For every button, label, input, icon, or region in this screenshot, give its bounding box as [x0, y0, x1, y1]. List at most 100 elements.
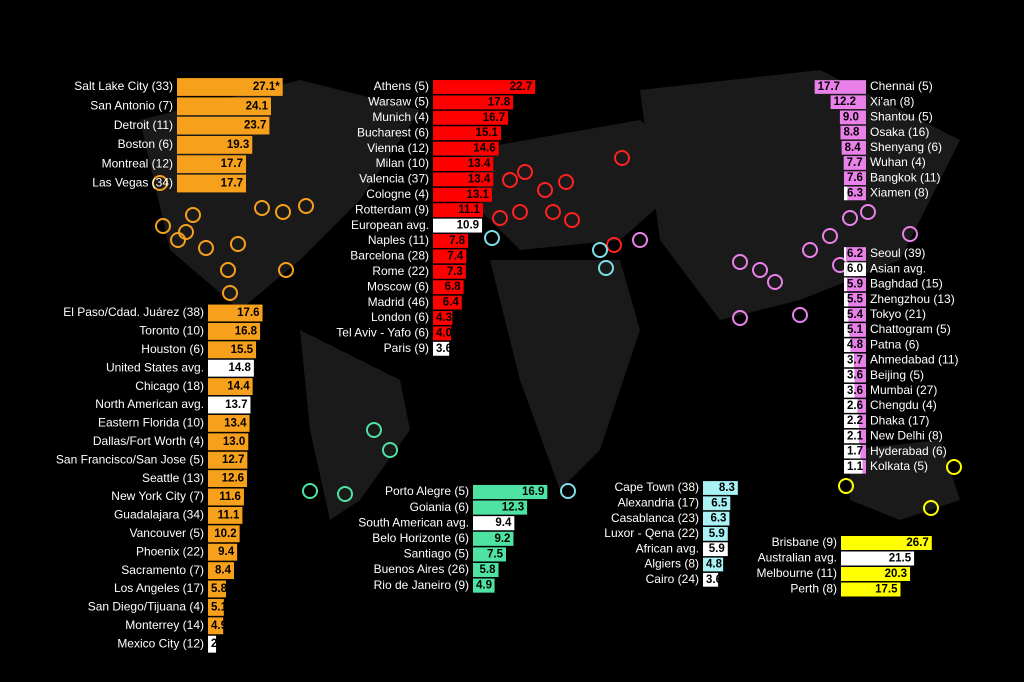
category-label: Rome (22): [372, 264, 429, 278]
category-label: United States avg.: [106, 360, 204, 374]
category-label: London (6): [371, 310, 429, 324]
bar: [841, 140, 866, 155]
value-label: 7.5: [487, 548, 504, 560]
bar: [433, 326, 451, 341]
bar: [208, 488, 244, 506]
category-label: San Antonio (7): [90, 98, 173, 112]
category-label: Salt Lake City (33): [74, 79, 173, 93]
bar: [208, 359, 254, 377]
category-label: Ahmedabad (11): [870, 353, 959, 367]
bar: [208, 635, 217, 653]
value-label: 16.8: [235, 325, 258, 337]
value-label: 9.4: [218, 546, 235, 558]
value-label: 13.7: [225, 399, 247, 411]
value-label: 4.9: [211, 620, 227, 632]
value-label-box: [844, 383, 855, 398]
value-label: 17.7: [221, 158, 243, 170]
value-label-box: [844, 414, 859, 429]
category-label: South American avg.: [358, 515, 469, 529]
bar: [703, 496, 731, 511]
value-label: 9.0: [843, 111, 859, 123]
bar: [847, 277, 866, 292]
europe: [470, 120, 700, 250]
value-label: 13.1: [467, 189, 490, 201]
value-label: 4.3: [436, 312, 452, 324]
bar: [208, 414, 250, 432]
bar: [177, 97, 271, 116]
bar: [208, 433, 249, 451]
value-label-box: [844, 277, 848, 292]
bar: [854, 353, 866, 368]
bar: [473, 484, 548, 500]
city-markers: [152, 150, 962, 516]
bar: [850, 338, 866, 353]
value-label: 14.4: [227, 381, 250, 393]
bar: [433, 295, 462, 310]
value-label: 17.6: [237, 307, 259, 319]
category-label: Goiania (6): [410, 500, 469, 514]
bar: [208, 580, 226, 598]
category-label: Vancouver (5): [130, 526, 204, 540]
value-label: 4.9: [476, 580, 492, 592]
value-label-box: [844, 307, 849, 322]
category-label: Porto Alegre (5): [385, 484, 469, 498]
bar: [830, 95, 866, 110]
bar: [841, 582, 901, 597]
category-label: Casablanca (23): [611, 511, 699, 525]
bar: [858, 414, 866, 429]
bar: [854, 368, 866, 383]
value-label: 19.3: [227, 139, 249, 151]
value-label: 7.6: [847, 172, 863, 184]
bar: [433, 249, 467, 264]
value-label: 8.4: [215, 565, 232, 577]
value-label: 14.6: [473, 143, 495, 155]
value-label: 5.8: [480, 564, 497, 576]
category-label: Cairo (24): [646, 572, 699, 586]
bar: [814, 80, 866, 94]
category-label: Wuhan (4): [870, 155, 926, 169]
bar-group: Salt Lake City (33) 27.1* San Antonio (7) 2…: [74, 78, 283, 193]
category-label: San Diego/Tijuana (4): [88, 600, 204, 614]
bar: [433, 218, 483, 233]
value-label: 6.5: [711, 497, 728, 509]
category-label: Madrid (46): [368, 295, 429, 309]
bar: [208, 341, 257, 359]
value-label: 7.7: [847, 157, 863, 169]
value-label: 6.2: [847, 248, 863, 260]
value-label: 23.7: [244, 120, 266, 132]
category-label: African avg.: [636, 541, 699, 555]
bar: [433, 126, 501, 141]
bar: [208, 598, 224, 616]
category-label: Beijing (5): [870, 368, 924, 382]
value-label: 13.0: [223, 436, 245, 448]
category-label: Santiago (5): [404, 547, 469, 561]
north-america-markers: [152, 175, 314, 301]
bar: [433, 311, 453, 325]
category-label: Chattogram (5): [870, 322, 951, 336]
bar: [433, 172, 494, 187]
value-label: 7.4: [447, 250, 464, 262]
bar: [849, 323, 866, 337]
bar: [208, 322, 261, 340]
category-label: Chicago (18): [135, 379, 204, 393]
bar: [473, 562, 499, 578]
category-label: Tel Aviv - Yafo (6): [336, 326, 429, 340]
category-label: Warsaw (5): [368, 95, 429, 109]
category-label: New Delhi (8): [870, 429, 943, 443]
bar-group: Seoul (39) 6.2 Asian avg. 6.0 Baghdad (15) 5.…: [844, 246, 959, 474]
bar: [703, 542, 728, 557]
value-label-box: [844, 459, 863, 474]
value-label: 17.5: [875, 584, 898, 596]
bar: [841, 551, 915, 566]
bar: [840, 125, 866, 140]
category-label: Cologne (4): [366, 187, 429, 201]
bar: [177, 155, 247, 174]
bar: [473, 578, 495, 593]
category-label: Baghdad (15): [870, 277, 943, 291]
value-label: 9.2: [494, 533, 510, 545]
value-label: 12.6: [222, 473, 244, 485]
category-label: Milan (10): [376, 156, 429, 170]
bar: [703, 527, 728, 541]
value-label: 4.0: [436, 327, 452, 339]
